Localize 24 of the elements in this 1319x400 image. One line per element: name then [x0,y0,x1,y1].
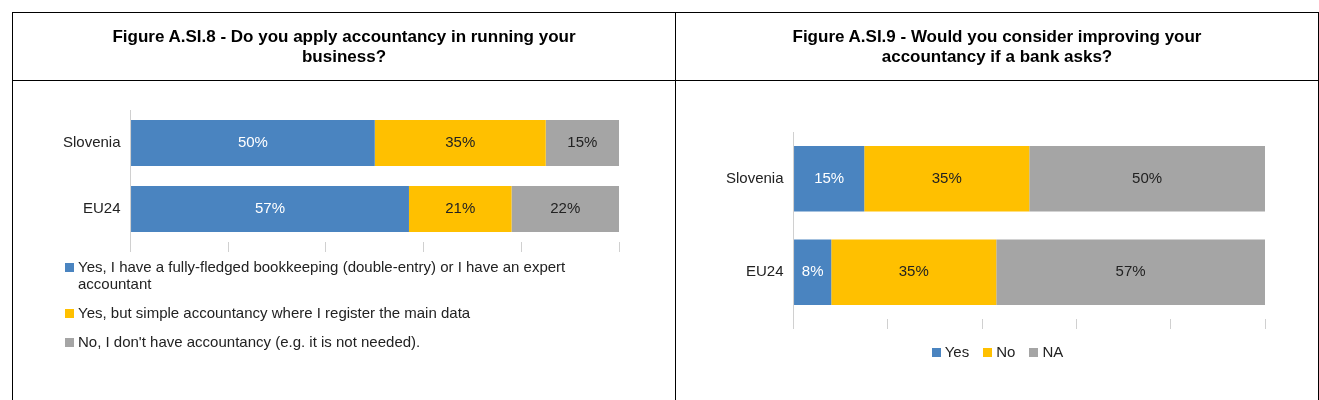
data-label: 57% [1115,262,1146,280]
y-tick-label: EU24 [83,199,121,217]
y-tick-label: EU24 [746,262,784,280]
data-label: 15% [567,133,598,151]
data-label: 50% [1132,168,1163,186]
data-label: 15% [814,168,845,186]
data-label: 8% [801,262,824,280]
legend-label: Yes, I have a fully-fledged bookkeeping (double-entry) or I have an expert accountant [78,258,567,292]
y-tick-label: Slovenia [725,168,785,186]
data-label: 22% [550,199,581,217]
data-label: 35% [898,262,929,280]
y-tick-label: Slovenia [62,133,122,151]
data-label: 35% [931,168,962,186]
legend-label: Yes [944,343,970,360]
data-label: 57% [254,199,286,217]
data-label: 35% [445,133,476,151]
chart-title: Figure A.SI.9 - Would you consider improving your accountancy if a bank asks? [676,13,1318,81]
data-label: 50% [237,133,268,151]
legend-label: No, I don't have accountancy (e.g. it is not needed). [78,333,421,350]
legend-label: Yes, but simple accountancy where I register the main data [78,304,471,321]
data-label: 21% [445,199,476,217]
legend-label: No [996,343,1016,360]
chart-title: Figure A.SI.8 - Do you apply accountancy in running your business? [13,13,675,81]
legend-label: NA [1042,343,1064,360]
